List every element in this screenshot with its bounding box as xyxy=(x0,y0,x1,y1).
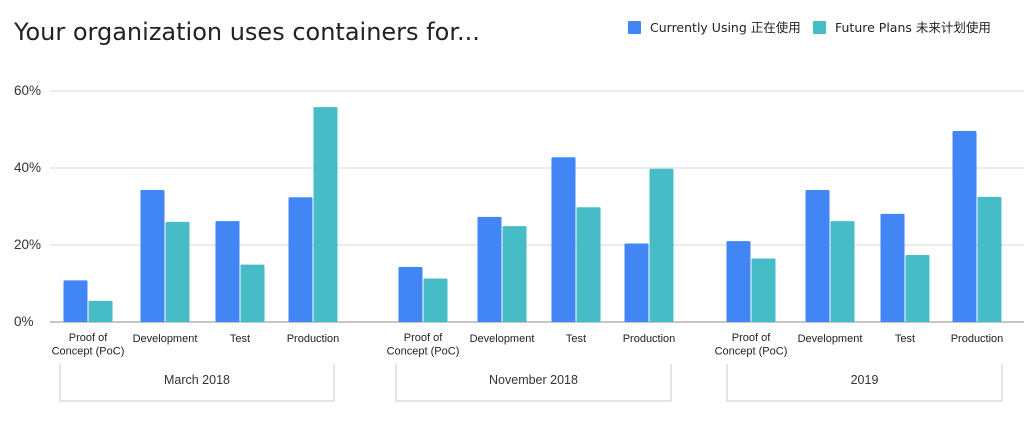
x-category-label: Proof of Concept (PoC) xyxy=(387,332,460,358)
x-category-label: Production xyxy=(623,333,676,345)
bar-future-plans xyxy=(423,278,448,322)
group-bracket xyxy=(395,364,672,402)
legend: Currently Using 正在使用 Future Plans 未来计划使用 xyxy=(628,20,991,35)
x-category-label: Test xyxy=(566,333,586,345)
x-category-label: Development xyxy=(470,333,535,345)
bar-currently-using xyxy=(398,266,423,322)
bar-future-plans xyxy=(576,207,601,322)
x-category-label: Development xyxy=(133,333,198,345)
legend-label-currently-using: Currently Using 正在使用 xyxy=(650,20,801,35)
group-bracket xyxy=(59,364,335,402)
group-bracket xyxy=(726,364,1003,402)
y-tick-label: 40% xyxy=(14,160,41,175)
group-label: 2019 xyxy=(851,373,879,387)
bar-currently-using xyxy=(805,189,830,322)
bar-currently-using xyxy=(63,280,88,322)
bar-future-plans xyxy=(830,221,855,322)
bar-currently-using xyxy=(880,213,905,322)
x-axis: Proof of Concept (PoC) Development Test Prod… xyxy=(52,332,1004,358)
bar-future-plans xyxy=(240,264,265,322)
x-category-label: Proof of Concept (PoC) xyxy=(52,332,125,358)
bar-future-plans xyxy=(502,226,527,322)
x-category-label: Test xyxy=(895,333,915,345)
bar-currently-using xyxy=(477,216,502,322)
y-tick-label: 60% xyxy=(14,83,41,98)
bar-currently-using xyxy=(215,221,240,322)
chart-title: Your organization uses containers for... xyxy=(13,18,480,46)
bar-future-plans xyxy=(313,107,338,322)
bar-future-plans xyxy=(751,258,776,322)
x-category-label: Production xyxy=(951,333,1004,345)
group-axis: March 2018 November 2018 2019 xyxy=(59,364,1003,402)
bar-future-plans xyxy=(165,221,190,322)
bar-future-plans xyxy=(649,168,674,322)
bar-future-plans xyxy=(905,255,930,322)
bar-future-plans xyxy=(977,196,1002,322)
x-category-label: Test xyxy=(230,333,250,345)
group-label: November 2018 xyxy=(489,373,578,387)
legend-label-future-plans: Future Plans 未来计划使用 xyxy=(835,20,991,35)
bar-future-plans xyxy=(88,300,113,322)
x-category-label: Development xyxy=(798,333,863,345)
bars xyxy=(63,107,1002,322)
bar-currently-using xyxy=(726,241,751,322)
bar-currently-using xyxy=(952,131,977,322)
y-tick-label: 20% xyxy=(14,237,41,252)
y-tick-label: 0% xyxy=(14,314,34,329)
x-category-label: Proof of Concept (PoC) xyxy=(715,332,788,358)
legend-swatch-currently-using xyxy=(628,21,641,34)
bar-currently-using xyxy=(624,243,649,322)
gridlines xyxy=(50,90,1024,323)
bar-currently-using xyxy=(288,197,313,322)
group-label: March 2018 xyxy=(164,373,230,387)
y-axis: 0% 20% 40% 60% xyxy=(14,83,41,329)
x-category-label: Production xyxy=(287,333,340,345)
bar-currently-using xyxy=(551,157,576,322)
bar-currently-using xyxy=(140,189,165,322)
legend-swatch-future-plans xyxy=(813,21,826,34)
